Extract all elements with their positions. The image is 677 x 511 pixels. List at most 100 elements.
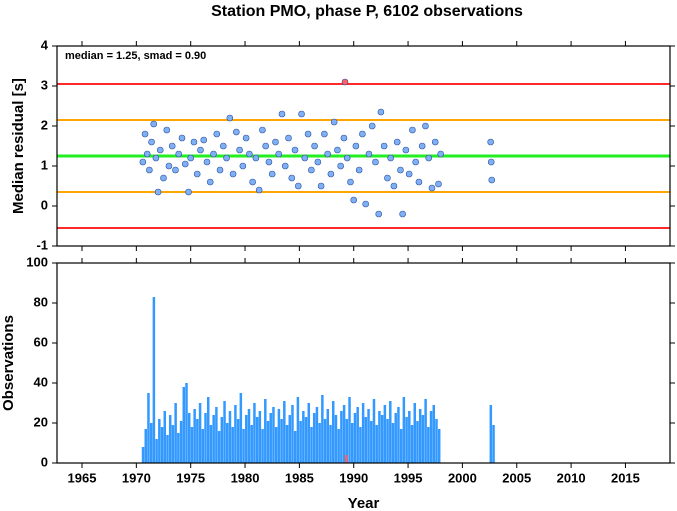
bar: [435, 419, 438, 463]
point: [193, 170, 201, 178]
y-tick-label: 40: [34, 374, 48, 389]
bar: [185, 383, 188, 463]
point: [355, 166, 363, 174]
point: [146, 166, 153, 174]
bar: [283, 401, 286, 463]
point: [324, 150, 331, 158]
bar: [264, 399, 267, 463]
bar: [253, 403, 256, 463]
bar: [231, 427, 234, 463]
point: [239, 162, 247, 170]
point: [178, 134, 186, 142]
point: [330, 118, 338, 126]
point: [487, 158, 495, 166]
bar: [296, 397, 300, 463]
bar: [245, 415, 248, 463]
x-tick-label: 1995: [394, 470, 423, 485]
bar: [416, 421, 419, 463]
point: [265, 158, 273, 166]
point: [154, 188, 162, 196]
point: [402, 146, 410, 154]
point: [412, 158, 419, 166]
point: [141, 130, 149, 138]
bar: [179, 421, 183, 463]
bar: [353, 413, 357, 463]
bar: [155, 439, 158, 463]
bar: [307, 403, 311, 463]
bar: [361, 403, 365, 463]
x-tick-label: 2015: [611, 470, 640, 485]
point: [285, 134, 292, 142]
bar: [152, 297, 156, 463]
point: [337, 162, 344, 170]
bar: [239, 393, 243, 463]
bar: [261, 429, 264, 463]
bar: [397, 407, 400, 463]
y-tick-label: 0: [41, 197, 48, 212]
point: [165, 162, 173, 170]
point: [226, 114, 234, 122]
bar: [217, 431, 221, 463]
bar: [429, 411, 433, 463]
bar: [337, 429, 340, 463]
bar: [321, 395, 324, 463]
point: [223, 154, 230, 162]
point: [409, 126, 416, 134]
point: [160, 174, 167, 182]
point: [262, 142, 269, 150]
bar: [236, 419, 240, 463]
point: [347, 178, 354, 186]
point: [422, 122, 429, 130]
point: [206, 178, 214, 186]
bar: [413, 403, 416, 463]
bar: [402, 397, 406, 463]
point: [152, 154, 160, 162]
point: [317, 182, 325, 190]
point: [278, 110, 286, 118]
bar: [359, 427, 362, 463]
bar: [291, 405, 294, 463]
bar: [198, 403, 202, 463]
bar: [356, 407, 359, 463]
bar: [266, 421, 270, 463]
bar: [386, 419, 389, 463]
bar: [334, 415, 338, 463]
bar: [288, 415, 292, 463]
bar: [312, 413, 316, 463]
bar: [299, 421, 302, 463]
point: [281, 162, 289, 170]
point: [233, 128, 240, 136]
bar: [223, 401, 226, 463]
point: [219, 142, 227, 150]
point: [418, 142, 426, 150]
y-tick-label: 60: [34, 334, 48, 349]
point: [252, 154, 260, 162]
point: [190, 138, 198, 146]
point: [197, 146, 204, 154]
bar: [196, 419, 199, 463]
point: [334, 146, 341, 154]
bar: [389, 401, 392, 463]
point: [175, 150, 183, 158]
point: [304, 130, 312, 138]
point: [415, 178, 423, 186]
bar: [370, 421, 373, 463]
bar: [234, 405, 237, 463]
bar: [277, 409, 281, 463]
plot-frame: [56, 262, 671, 464]
bar: [424, 399, 427, 463]
point: [242, 134, 250, 142]
point: [272, 138, 279, 146]
bar: [372, 399, 376, 463]
point: [150, 120, 158, 128]
bar: [171, 425, 175, 463]
bar: [427, 427, 430, 463]
point: [350, 196, 358, 204]
bar: [144, 429, 147, 463]
bar: [345, 419, 349, 463]
x-tick-label: 1985: [285, 470, 314, 485]
point: [301, 154, 309, 162]
bar: [391, 423, 395, 463]
bar: [351, 423, 354, 463]
point: [216, 166, 224, 174]
